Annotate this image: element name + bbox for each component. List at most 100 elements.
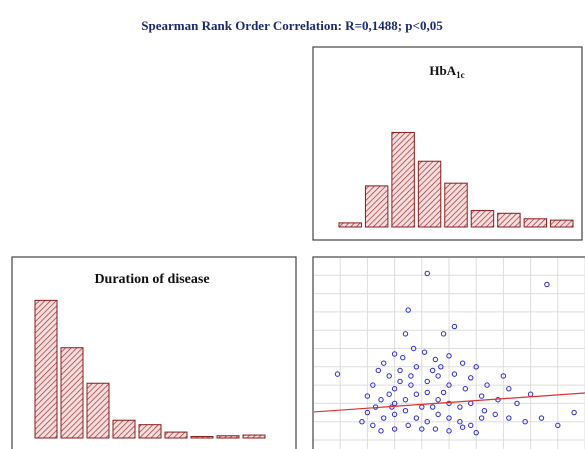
point xyxy=(473,364,479,370)
point xyxy=(438,364,444,370)
bar xyxy=(190,436,214,439)
point xyxy=(402,408,409,414)
point xyxy=(446,415,452,421)
point xyxy=(440,331,447,337)
point xyxy=(381,360,387,366)
point xyxy=(435,397,441,403)
point xyxy=(478,415,485,421)
point xyxy=(370,382,376,388)
point xyxy=(459,424,466,430)
plot-area xyxy=(314,258,585,449)
point xyxy=(375,367,381,374)
bar xyxy=(34,299,58,439)
bar xyxy=(138,424,162,439)
point xyxy=(451,371,458,377)
point xyxy=(413,364,420,370)
point xyxy=(405,422,411,429)
point xyxy=(402,331,409,337)
bar xyxy=(338,222,362,228)
point xyxy=(473,429,479,436)
point xyxy=(421,349,428,355)
bar xyxy=(60,347,84,439)
title-subscript: 1c xyxy=(456,70,465,80)
bar xyxy=(470,210,495,228)
point xyxy=(408,373,414,379)
bar xyxy=(523,218,548,228)
point xyxy=(364,409,371,416)
point xyxy=(514,400,520,407)
point xyxy=(538,415,545,421)
point xyxy=(424,270,430,277)
point xyxy=(478,393,485,399)
point xyxy=(571,409,577,416)
bar xyxy=(86,382,110,439)
point xyxy=(555,422,561,429)
point xyxy=(440,389,447,396)
point xyxy=(378,397,384,403)
point xyxy=(386,391,392,397)
duration-panel xyxy=(11,256,297,449)
hba1c-title: HbA1c xyxy=(429,63,464,80)
point xyxy=(492,411,498,418)
point xyxy=(413,391,420,397)
point xyxy=(334,371,341,377)
point xyxy=(370,422,376,429)
point xyxy=(432,426,439,432)
point xyxy=(446,400,452,407)
point xyxy=(400,354,406,361)
bar xyxy=(444,182,468,228)
point xyxy=(506,386,512,392)
point xyxy=(359,419,365,425)
bar xyxy=(164,431,188,439)
point xyxy=(391,386,398,392)
point xyxy=(381,415,387,421)
point xyxy=(459,360,466,366)
point xyxy=(468,375,474,381)
point xyxy=(405,307,411,313)
point xyxy=(484,382,490,388)
point xyxy=(522,419,528,425)
point xyxy=(544,281,550,288)
point xyxy=(457,404,463,410)
point xyxy=(410,345,417,352)
bar xyxy=(216,435,240,439)
point xyxy=(391,411,398,418)
bar xyxy=(497,212,521,228)
point xyxy=(424,389,430,396)
point xyxy=(391,351,398,357)
point xyxy=(435,411,441,418)
point xyxy=(457,419,463,425)
point xyxy=(397,378,403,385)
point xyxy=(446,382,452,388)
bar xyxy=(417,160,442,228)
point xyxy=(386,373,392,379)
regression-line xyxy=(314,392,585,413)
point xyxy=(506,415,512,421)
point xyxy=(429,367,436,374)
bar xyxy=(112,419,136,439)
point xyxy=(391,426,398,432)
point xyxy=(424,378,430,385)
point xyxy=(446,353,452,359)
point xyxy=(408,382,414,388)
duration-title: Duration of disease xyxy=(94,272,209,287)
point xyxy=(419,426,425,432)
point xyxy=(378,428,384,434)
point xyxy=(402,397,409,403)
point xyxy=(435,373,441,379)
point xyxy=(397,367,403,374)
point xyxy=(481,408,488,414)
point xyxy=(468,422,474,429)
point xyxy=(364,393,371,399)
point xyxy=(462,386,469,392)
bar xyxy=(242,434,266,439)
point xyxy=(446,428,452,434)
main-title: Spearman Rank Order Correlation: R=0,148… xyxy=(141,18,443,33)
bar xyxy=(550,219,574,228)
point xyxy=(432,356,439,363)
point xyxy=(500,373,507,379)
bar xyxy=(364,185,389,228)
point xyxy=(391,400,398,407)
title-main: HbA xyxy=(429,63,456,78)
